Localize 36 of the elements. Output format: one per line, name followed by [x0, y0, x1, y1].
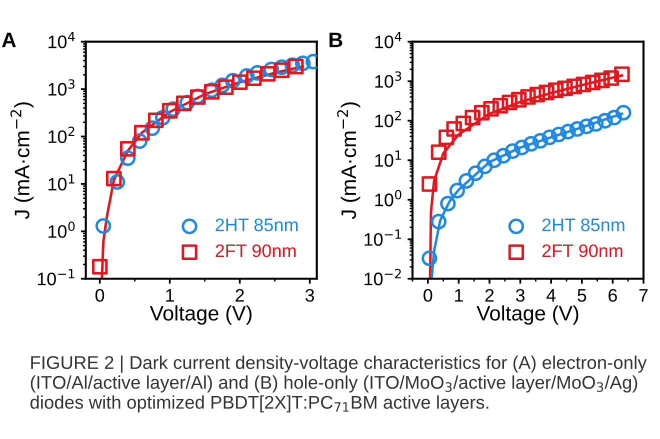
- x-tick-label: 2: [236, 288, 244, 302]
- y-tick-label: 10$^{1}$: [375, 150, 402, 167]
- y-tick-label: 10$^{−2}$: [364, 268, 401, 286]
- y-tick-label: 10$^{2}$: [48, 126, 74, 144]
- x-axis-title: Voltage (V): [476, 305, 578, 325]
- x-tick-label: 2: [485, 288, 494, 302]
- x-axis-title: Voltage (V): [150, 305, 252, 325]
- y-tick-label: 10$^{4}$: [375, 32, 402, 48]
- x-tick-label: 1: [166, 289, 174, 302]
- legend-label: 2HT 85nm: [542, 218, 624, 232]
- legend-label: 2FT 90nm: [542, 244, 622, 258]
- x-tick-label: 5: [578, 289, 586, 302]
- y-tick-label: 10$^{1}$: [48, 174, 74, 191]
- y-tick-label: 10$^{0}$: [375, 190, 402, 206]
- y-tick-label: 10$^{4}$: [48, 32, 75, 48]
- x-tick-label: 7: [639, 289, 648, 302]
- y-tick-label: 10$^{3}$: [375, 71, 402, 88]
- x-tick-label: 3: [516, 288, 525, 302]
- x-tick-label: 0: [424, 288, 432, 302]
- y-tick-label: 10$^{−1}$: [38, 269, 74, 286]
- x-tick-label: 6: [608, 288, 617, 302]
- legend-label: 2FT 90nm: [216, 244, 296, 258]
- legend-label: 2HT 85nm: [216, 218, 298, 232]
- x-tick-label: 4: [546, 289, 556, 302]
- y-tick-label: 10$^{0}$: [48, 221, 75, 238]
- chart-title: A: [2, 32, 16, 48]
- y-tick-label: 10$^{2}$: [375, 110, 401, 128]
- chart-title: B: [330, 32, 342, 48]
- x-tick-label: 0: [95, 288, 104, 302]
- text: FIGURE 2 | Dark current density-voltage characteristics for (A) electron-only (ITO/Al/active layer/Al) and (B) hole-only (ITO/MoO$_{3}$/active layer/MoO$_{3}$/Ag) diodes with optimized PBDT[2X]T:PC$_{71}$BM active layers.: [30, 356, 647, 412]
- x-tick-label: 3: [305, 288, 314, 302]
- x-tick-label: 1: [455, 289, 463, 302]
- y-tick-label: 10$^{3}$: [48, 79, 74, 96]
- y-axis-title: J (mA·cm$^{−2}$): [10, 102, 34, 220]
- y-axis-title: J (mA·cm$^{−2}$): [337, 102, 360, 220]
- y-tick-label: 10$^{−1}$: [364, 230, 401, 246]
